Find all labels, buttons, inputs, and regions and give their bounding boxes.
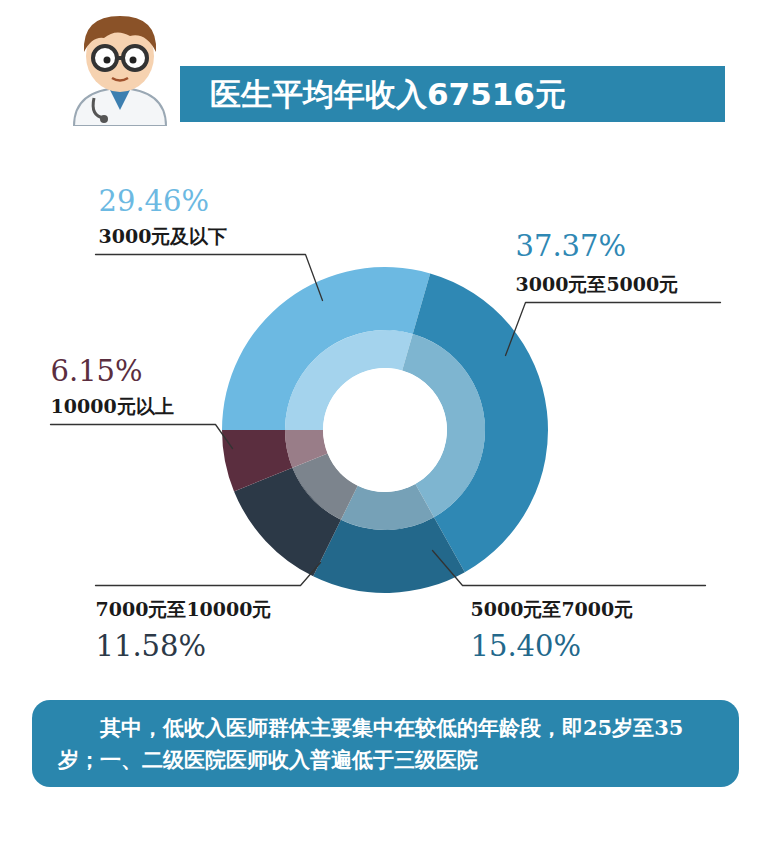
html-text:其中，低收入医师群体主要集中在较低的年龄段，即25岁至35岁: 其中，低收入医师群体主要集中在较低的年龄段，即25岁至35岁；一、二级医院医师收…: [58, 715, 684, 772]
svg-text:10000元以上: 10000元以上: [51, 395, 174, 417]
svg-text:3000元及以下: 3000元及以下: [99, 225, 228, 247]
svg-text:15.40%: 15.40%: [471, 629, 582, 663]
svg-text:6.15%: 6.15%: [51, 354, 143, 388]
html-text:医生平均年收入67516元: 医生平均年收入67516元: [210, 76, 566, 112]
svg-text:29.46%: 29.46%: [99, 184, 210, 218]
svg-text:37.37%: 37.37%: [516, 229, 627, 263]
svg-text:3000元至5000元: 3000元至5000元: [516, 273, 679, 295]
svg-text:11.58%: 11.58%: [96, 629, 207, 663]
svg-text:5000元至7000元: 5000元至7000元: [471, 598, 634, 620]
svg-text:7000元至10000元: 7000元至10000元: [96, 598, 272, 620]
